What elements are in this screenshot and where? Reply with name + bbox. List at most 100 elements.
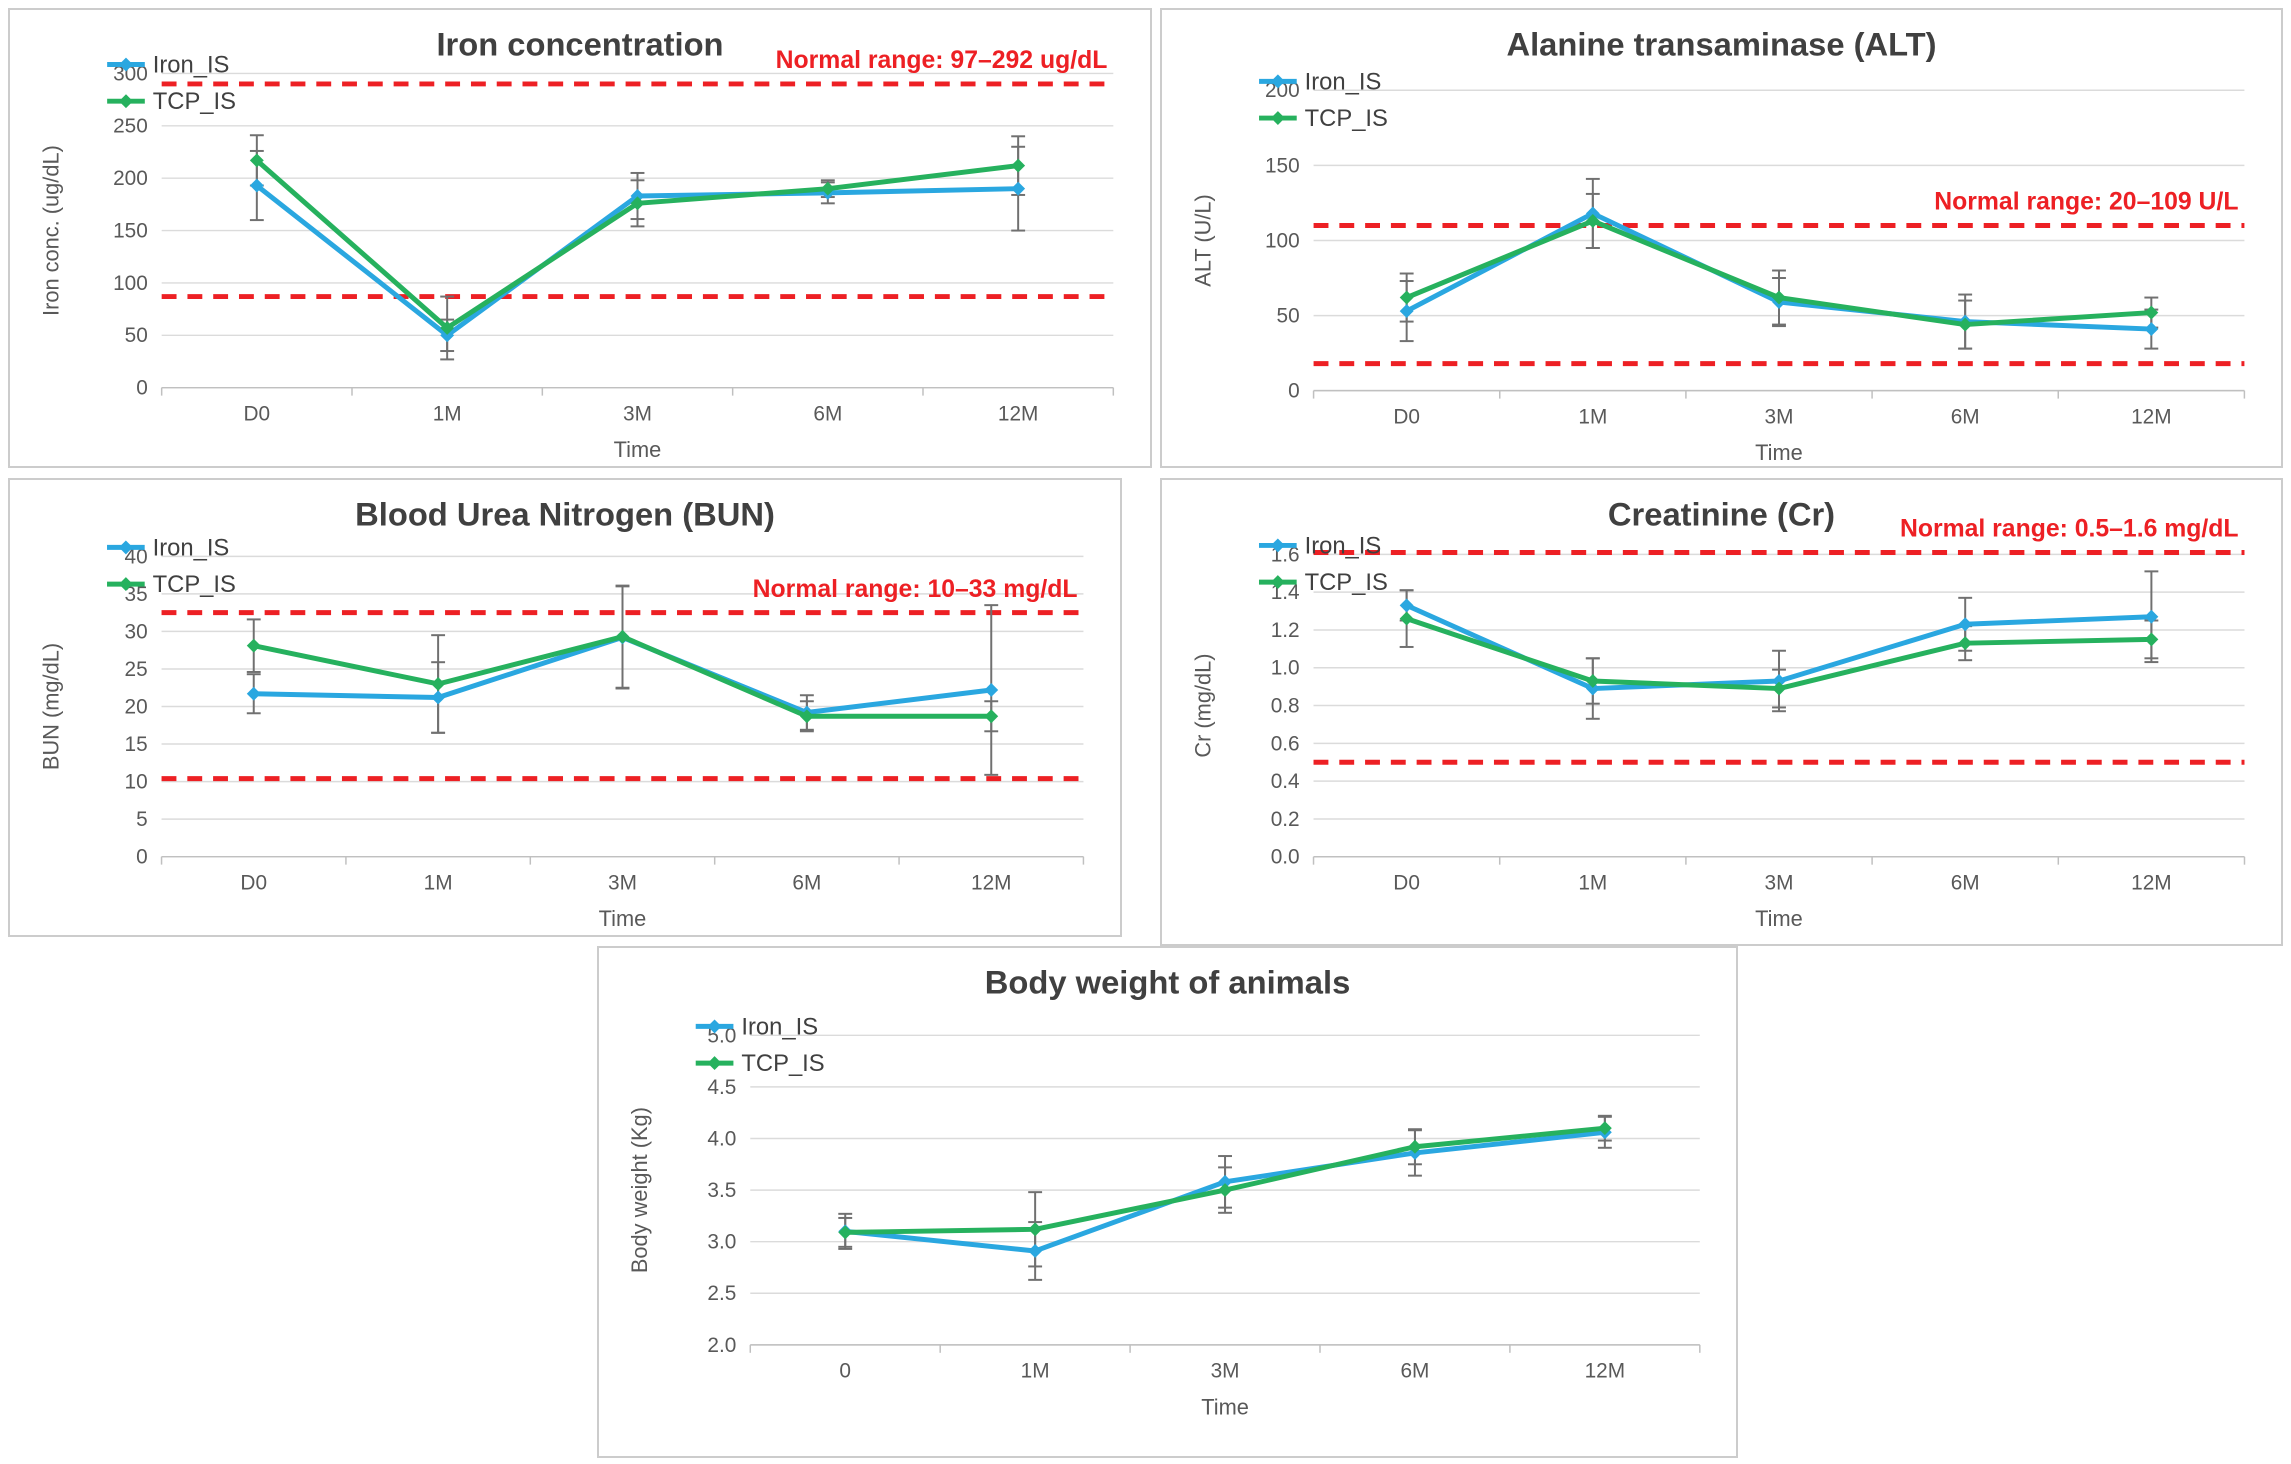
x-category-label: 6M [1400,1360,1429,1383]
y-tick-label: 1.0 [1271,657,1300,680]
x-axis-title: Time [599,906,647,931]
y-tick-label: 0 [1288,380,1300,403]
data-point-marker [799,709,814,724]
y-tick-label: 150 [1265,154,1300,177]
legend-diamond-marker [118,577,133,592]
data-point-marker [1772,674,1786,688]
y-tick-label: 250 [113,115,148,138]
data-point-marker [1028,1222,1043,1237]
data-point-marker [1218,1183,1232,1198]
y-tick-label: 150 [113,220,148,243]
bun-chart: 0 5 10 15 20 25 30 35 40 D0 1M 3M 6M 12M Time BUN (mg/d… [38,496,1085,931]
iron-concentration-chart: 0 50 100 150 200 250 300 D0 1M 3M 6M 12M Time Iron co… [39,26,1115,462]
data-point-marker [984,709,999,724]
y-tick-label: 4.5 [707,1076,736,1099]
data-point-marker [2144,632,2159,647]
legend-label: TCP_IS [1305,105,1388,132]
y-tick-label: 50 [125,324,148,347]
y-tick-label: 5 [136,808,148,831]
x-category-label: 12M [1585,1360,1626,1383]
legend-label: TCP_IS [153,571,236,598]
x-category-label: D0 [1393,871,1420,894]
x-category-label: 3M [1765,405,1794,428]
y-tick-label: 35 [125,583,148,606]
data-point-marker [838,1225,853,1240]
legend-label: TCP_IS [153,88,236,115]
data-point-marker [1399,598,1414,613]
data-point-marker [1772,681,1786,696]
legend-label: Iron_IS [153,534,230,561]
x-category-label: 3M [1765,871,1794,894]
chart-title: Blood Urea Nitrogen (BUN) [355,496,775,533]
y-tick-label: 10 [125,771,148,794]
x-category-label: D0 [1393,405,1420,428]
y-tick-label: 300 [113,62,148,85]
x-category-label: 1M [1578,871,1607,894]
legend-diamond-marker [707,1019,722,1034]
data-point-marker [2144,305,2159,320]
data-point-marker [1011,158,1026,173]
data-point-marker [2144,609,2159,624]
legend-diamond-marker [1270,74,1285,89]
y-tick-label: 100 [1265,229,1300,252]
y-tick-label: 50 [1277,305,1300,328]
chart-panel-alt: 0 50 100 150 200 D0 1M 3M 6M 12M Time ALT (U/L) Alan… [1160,8,2283,468]
y-tick-label: 0.0 [1271,846,1300,869]
y-axis-title: Body weight (Kg) [627,1107,652,1273]
normal-range-label: Normal range: 20–109 U/L [1934,189,2238,216]
y-tick-label: 0.2 [1271,808,1300,831]
x-category-label: 6M [1951,405,1980,428]
data-point-marker [630,196,645,211]
y-tick-label: 2.5 [707,1282,736,1305]
data-point-marker [1772,290,1786,305]
data-point-marker [2144,322,2159,337]
legend-diamond-marker [1270,111,1285,125]
creatinine-chart: 0.00.20.40.60.81.01.21.41.6D0 1M 3M 6M 12MTi… [1190,496,2246,931]
y-axis-title: BUN (mg/dL) [38,643,63,770]
y-tick-label: 3.0 [707,1231,736,1254]
data-point-marker [984,683,999,697]
y-tick-label: 200 [1265,79,1300,102]
data-point-marker [249,178,264,193]
legend-label: TCP_IS [1305,569,1388,596]
y-tick-label: 2.0 [707,1334,736,1357]
data-point-marker [1399,290,1414,305]
x-category-label: 6M [792,871,821,894]
legend-label: Iron_IS [741,1013,818,1040]
x-category-label: 6M [813,402,842,425]
y-tick-label: 0.8 [1271,694,1300,717]
y-tick-label: 40 [125,545,148,568]
x-axis-title: Time [614,437,662,462]
y-tick-label: 0.4 [1271,770,1300,793]
chart-title: Alanine transaminase (ALT) [1506,26,1936,63]
normal-range-label: Normal range: 97–292 ug/dL [776,47,1108,74]
y-tick-label: 15 [125,733,148,756]
normal-range-label: Normal range: 0.5–1.6 mg/dL [1900,516,2239,543]
chart-title: Iron concentration [436,26,723,63]
y-axis-title: ALT (U/L) [1190,194,1215,286]
y-tick-label: 30 [125,620,148,643]
legend-label: Iron_IS [1305,532,1382,559]
data-point-marker [1218,1174,1232,1189]
y-tick-label: 0 [136,846,148,869]
x-category-label: 1M [1021,1360,1050,1383]
data-point-marker [820,181,835,196]
y-tick-label: 25 [125,658,148,681]
data-point-marker [1399,611,1414,626]
y-tick-label: 4.0 [707,1127,736,1150]
x-category-label: 12M [2131,405,2171,428]
legend-diamond-marker [707,1056,722,1071]
data-point-marker [440,328,455,343]
chart-title: Body weight of animals [985,964,1351,1001]
legend-diamond-marker [1270,538,1285,553]
x-category-label: 1M [1578,405,1607,428]
x-category-label: 12M [971,871,1011,894]
x-category-label: 3M [608,871,637,894]
legend-diamond-marker [119,94,133,109]
y-tick-label: 1.2 [1271,619,1300,642]
legend-diamond-marker [1270,575,1285,590]
data-point-marker [1585,681,1600,696]
body-weight-chart: 2.02.53.03.54.04.55.00 1M 3M 6M 12MTimeBody … [627,964,1701,1419]
data-point-marker [1597,1121,1612,1136]
